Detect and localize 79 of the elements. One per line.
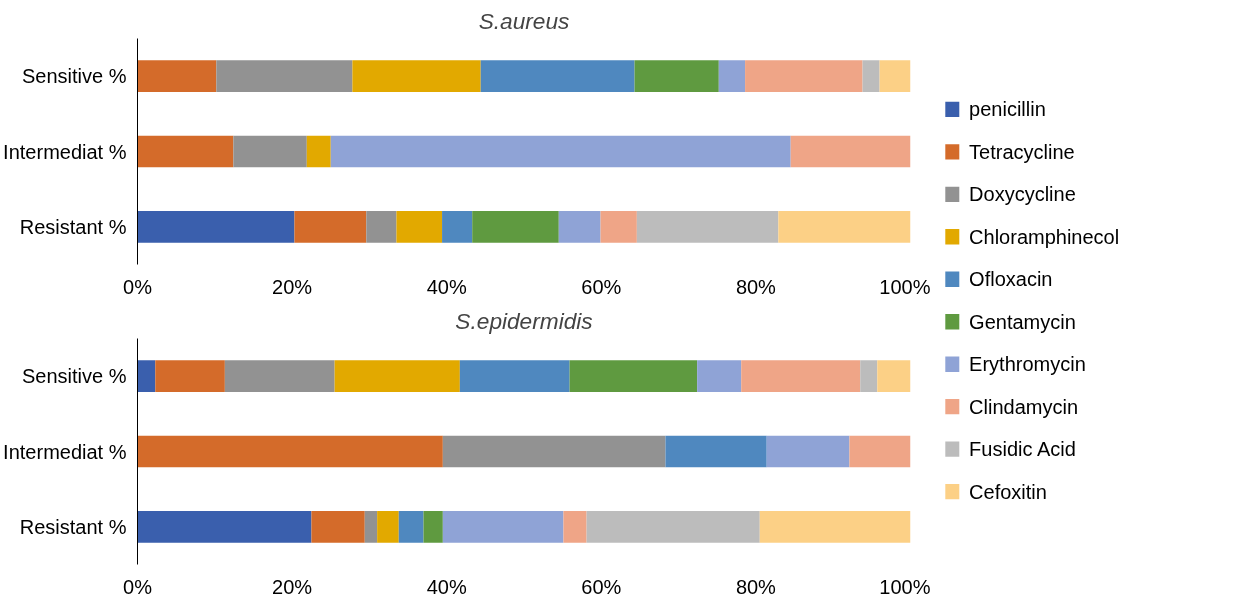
bar	[137, 135, 234, 168]
legend-label: Tetracycline	[969, 140, 1075, 163]
bar	[442, 511, 564, 543]
bar	[442, 211, 473, 243]
y-tick-label: Intermediat %	[3, 140, 127, 163]
bar	[586, 511, 760, 543]
bar	[741, 360, 861, 392]
bar	[366, 211, 397, 243]
bar	[398, 511, 424, 543]
bar	[600, 211, 637, 243]
bar	[137, 360, 156, 392]
x-tick-label: 40%	[426, 575, 467, 598]
bar	[442, 435, 666, 468]
legend-label: Ofloxacin	[969, 268, 1053, 291]
x-tick-label: 0%	[123, 575, 153, 598]
bar	[377, 511, 399, 543]
bar	[860, 360, 878, 392]
chart-title: S.aureus	[478, 7, 570, 34]
bar	[137, 60, 217, 92]
y-tick-label: Intermediat %	[3, 440, 127, 463]
x-tick-label: 100%	[879, 575, 931, 598]
bar	[224, 360, 335, 392]
bar	[778, 211, 911, 243]
bar	[459, 360, 570, 392]
bar	[636, 211, 779, 243]
bar	[558, 211, 601, 243]
y-tick-label: Resistant %	[19, 215, 127, 238]
bar	[306, 135, 331, 168]
bar	[862, 60, 880, 92]
bar	[665, 435, 767, 468]
bar	[718, 60, 746, 92]
x-tick-label: 60%	[581, 575, 622, 598]
bar	[137, 511, 312, 543]
legend-label: Doxycycline	[969, 183, 1076, 206]
x-tick-label: 0%	[123, 275, 153, 298]
x-tick-label: 60%	[581, 275, 622, 298]
y-tick-label: Resistant %	[19, 515, 127, 538]
bar	[472, 211, 559, 243]
legend-label: Cefoxitin	[969, 480, 1047, 503]
bar	[364, 511, 378, 543]
x-tick-label: 80%	[735, 275, 777, 298]
legend-label: Clindamycin	[969, 395, 1079, 418]
legend-label: Fusidic Acid	[969, 438, 1076, 461]
x-tick-label: 20%	[272, 575, 313, 598]
bar	[294, 211, 367, 243]
bar	[423, 511, 443, 543]
x-tick-label: 100%	[879, 275, 931, 298]
bar	[766, 435, 850, 468]
bar	[634, 60, 719, 92]
chart-title: S.epidermidis	[455, 307, 593, 334]
legend-label: Chloramphinecol	[969, 225, 1120, 248]
bar	[879, 60, 911, 92]
x-tick-label: 80%	[735, 575, 777, 598]
bar	[216, 60, 353, 92]
bar	[480, 60, 635, 92]
y-tick-label: Sensitive %	[22, 65, 127, 88]
bar	[877, 360, 911, 392]
bar	[396, 211, 443, 243]
bar	[330, 135, 791, 168]
bar	[233, 135, 307, 168]
bar	[352, 60, 481, 92]
y-tick-label: Sensitive %	[22, 365, 127, 388]
bar	[745, 60, 863, 92]
bar	[849, 435, 911, 468]
legend-label: Gentamycin	[969, 310, 1076, 333]
bar	[759, 511, 911, 543]
bar	[155, 360, 225, 392]
bar	[334, 360, 460, 392]
bar	[697, 360, 742, 392]
bar	[569, 360, 698, 392]
bar	[311, 511, 365, 543]
legend-label: Erythromycin	[969, 353, 1086, 376]
bar	[790, 135, 911, 168]
legend-label: penicillin	[969, 98, 1046, 121]
x-tick-label: 40%	[426, 275, 467, 298]
bar	[137, 435, 443, 468]
bar	[563, 511, 587, 543]
x-tick-label: 20%	[272, 275, 313, 298]
bar	[137, 211, 295, 243]
